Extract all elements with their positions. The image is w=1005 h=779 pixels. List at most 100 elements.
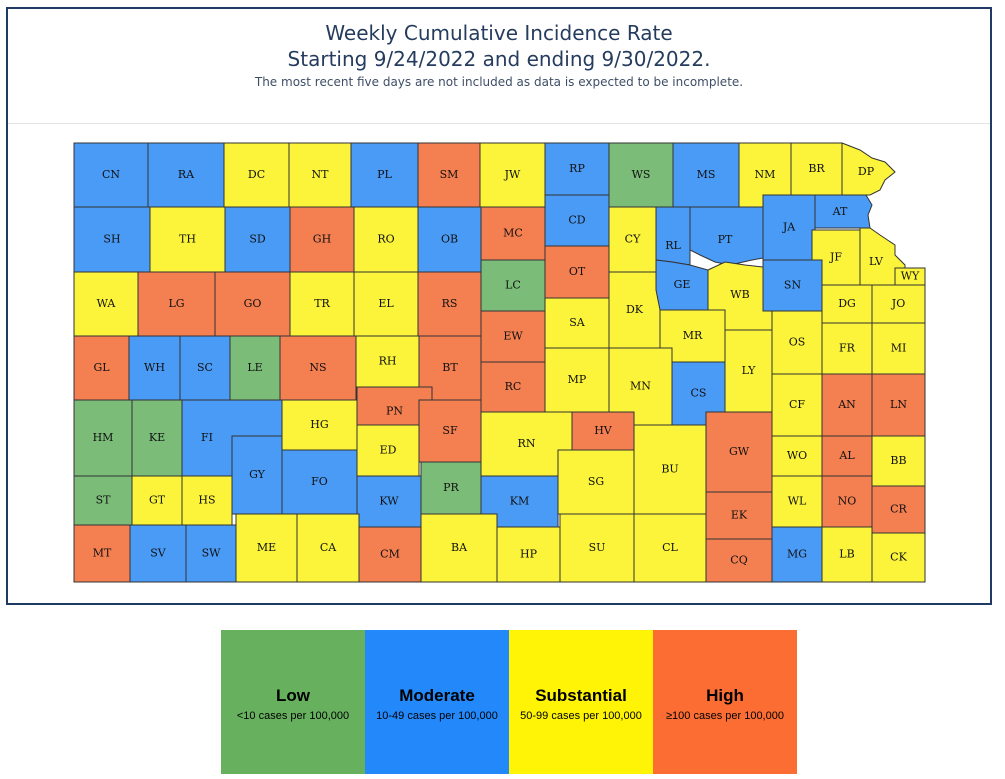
county-sv[interactable]: [129, 524, 187, 583]
county-go[interactable]: [214, 271, 291, 337]
county-label-sf: SF: [442, 424, 458, 437]
county-at[interactable]: [814, 194, 873, 229]
county-label-st: ST: [96, 494, 112, 507]
county-cl[interactable]: [633, 513, 707, 583]
county-me[interactable]: [235, 513, 298, 583]
county-label-gw: GW: [729, 445, 750, 458]
county-kw[interactable]: [356, 475, 422, 528]
county-label-at: AT: [832, 205, 848, 218]
county-label-sc: SC: [197, 361, 213, 374]
county-label-me: ME: [257, 541, 276, 554]
county-cn[interactable]: [73, 142, 149, 208]
map-title-line2: Starting 9/24/2022 and ending 9/30/2022.: [287, 47, 711, 71]
county-label-ly: LY: [742, 364, 757, 377]
county-label-rn: RN: [518, 437, 536, 450]
county-pl[interactable]: [350, 142, 419, 208]
county-label-bt: BT: [442, 361, 458, 374]
county-tr[interactable]: [289, 271, 355, 337]
county-label-cs: CS: [691, 387, 707, 400]
county-label-gl: GL: [93, 361, 110, 374]
county-ew[interactable]: [480, 310, 546, 363]
county-cq[interactable]: [705, 538, 773, 583]
county-label-pl: PL: [377, 168, 392, 181]
county-label-mp: MP: [568, 373, 587, 386]
county-sd[interactable]: [224, 206, 291, 273]
county-jo[interactable]: [871, 284, 926, 324]
county-label-cr: CR: [890, 503, 907, 516]
county-label-dg: DG: [838, 297, 856, 310]
county-wo[interactable]: [771, 435, 823, 477]
county-label-sn: SN: [784, 279, 802, 292]
county-rs[interactable]: [417, 271, 482, 337]
county-gt[interactable]: [131, 475, 183, 526]
county-gy[interactable]: [231, 435, 283, 515]
county-hs[interactable]: [181, 475, 233, 526]
county-sg[interactable]: [557, 449, 635, 515]
county-label-mg: MG: [787, 548, 807, 561]
county-label-mr: MR: [683, 329, 703, 342]
county-label-jo: JO: [891, 297, 905, 310]
county-sf[interactable]: [418, 399, 482, 463]
county-os[interactable]: [771, 310, 823, 375]
county-mi[interactable]: [871, 322, 926, 375]
county-fo[interactable]: [281, 449, 358, 515]
county-bb[interactable]: [871, 435, 926, 487]
county-label-cq: CQ: [730, 554, 747, 567]
county-mc[interactable]: [480, 206, 546, 261]
county-label-su: SU: [589, 541, 606, 554]
county-le[interactable]: [229, 335, 281, 401]
county-jw[interactable]: [479, 142, 546, 208]
county-label-cl: CL: [662, 541, 678, 554]
legend-substantial-label: Substantial: [535, 686, 627, 705]
county-label-ew: EW: [503, 330, 523, 343]
county-rl[interactable]: [655, 206, 691, 266]
county-label-ro: RO: [377, 233, 394, 246]
county-label-wa: WA: [97, 297, 117, 310]
county-sw[interactable]: [185, 524, 237, 583]
county-label-mn: MN: [630, 380, 651, 393]
county-ck[interactable]: [871, 532, 926, 583]
county-label-sa: SA: [569, 316, 586, 329]
county-cf[interactable]: [771, 373, 823, 437]
county-ek[interactable]: [705, 491, 773, 540]
county-cy[interactable]: [608, 206, 657, 273]
county-su[interactable]: [559, 513, 635, 583]
county-gw[interactable]: [705, 411, 773, 493]
county-st[interactable]: [73, 475, 133, 526]
county-label-ms: MS: [697, 168, 716, 181]
county-ns[interactable]: [279, 335, 357, 401]
county-label-hv: HV: [594, 424, 613, 437]
county-ca[interactable]: [296, 513, 360, 583]
county-hm[interactable]: [73, 399, 133, 477]
county-rn[interactable]: [480, 411, 573, 477]
county-label-km: KM: [510, 495, 529, 508]
county-wh[interactable]: [128, 335, 181, 401]
county-label-cf: CF: [789, 398, 805, 411]
county-gh[interactable]: [289, 206, 355, 273]
county-label-pt: PT: [718, 233, 733, 246]
county-sn[interactable]: [762, 259, 823, 312]
county-no[interactable]: [821, 475, 873, 528]
county-label-hm: HM: [93, 431, 114, 444]
county-ms[interactable]: [672, 142, 740, 208]
county-label-pn: PN: [386, 405, 403, 418]
county-label-ge: GE: [674, 278, 691, 291]
county-sa[interactable]: [544, 297, 610, 349]
county-label-ek: EK: [731, 509, 748, 522]
county-mg[interactable]: [771, 526, 823, 583]
county-wl[interactable]: [771, 475, 823, 528]
county-sm[interactable]: [417, 142, 481, 208]
county-label-cn: CN: [102, 168, 120, 181]
county-fr[interactable]: [821, 322, 873, 375]
county-gl[interactable]: [73, 335, 130, 401]
county-label-ra: RA: [178, 168, 195, 181]
county-ba[interactable]: [420, 513, 498, 583]
county-label-lg: LG: [168, 297, 184, 310]
county-label-bu: BU: [661, 463, 678, 476]
county-cr[interactable]: [871, 485, 926, 534]
county-mt[interactable]: [73, 524, 131, 583]
county-label-lc: LC: [505, 279, 521, 292]
county-rh[interactable]: [355, 335, 420, 388]
county-wa[interactable]: [73, 271, 139, 337]
county-lc[interactable]: [480, 259, 546, 312]
